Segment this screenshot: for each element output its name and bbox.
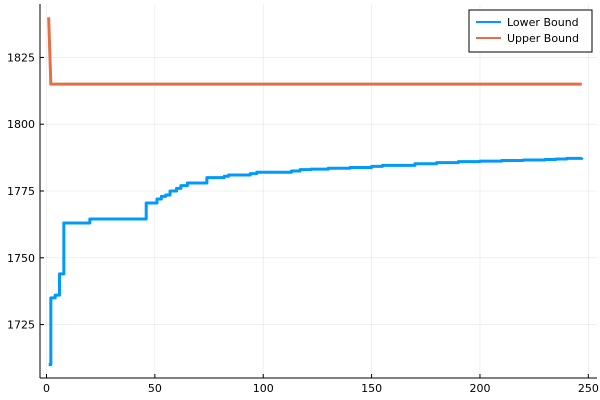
legend-label-upper-bound: Upper Bound [507, 32, 579, 45]
y-tick-label-1750: 1750 [7, 252, 35, 265]
legend-box [468, 9, 593, 53]
series-line-lower-bound [48, 156, 584, 367]
x-tick-label-0: 0 [43, 382, 50, 395]
series-line-upper-bound [47, 17, 582, 86]
x-tick-label-150: 150 [361, 382, 382, 395]
x-tick-label-200: 200 [469, 382, 490, 395]
x-tick-label-100: 100 [253, 382, 274, 395]
y-tick-label-1825: 1825 [7, 51, 35, 64]
legend-label-lower-bound: Lower Bound [507, 16, 579, 29]
x-tick-label-250: 250 [578, 382, 599, 395]
x-tick-label-50: 50 [148, 382, 162, 395]
y-tick-label-1725: 1725 [7, 319, 35, 332]
legend: Lower Bound Upper Bound [468, 9, 593, 53]
series-group [47, 17, 584, 367]
y-axis-ticks: 1725 1750 1775 1800 1825 [7, 51, 44, 332]
grid [40, 4, 597, 378]
x-axis-ticks: 0 50 100 150 200 250 [43, 374, 599, 395]
y-tick-label-1800: 1800 [7, 118, 35, 131]
y-tick-label-1775: 1775 [7, 185, 35, 198]
